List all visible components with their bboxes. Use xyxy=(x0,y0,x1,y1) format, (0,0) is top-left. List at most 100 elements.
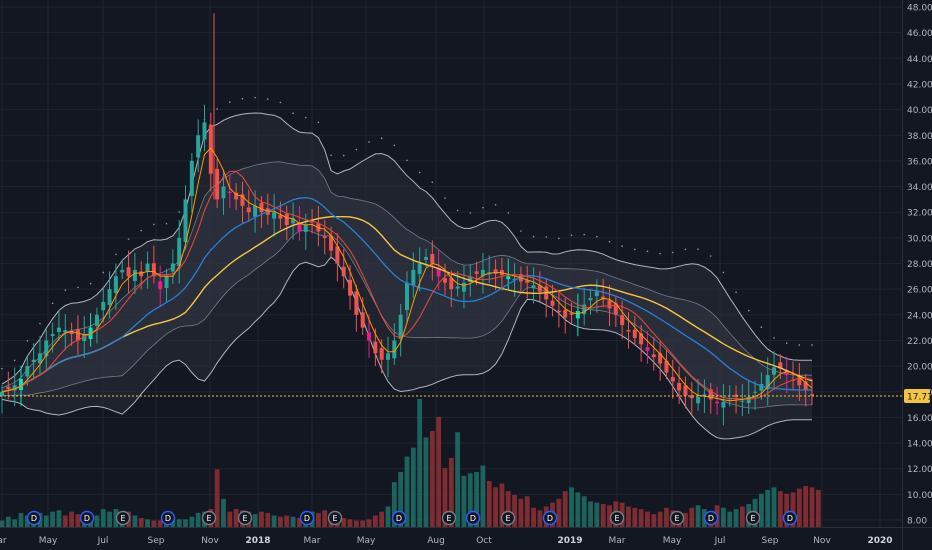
candle-body xyxy=(18,378,23,391)
volume-bar xyxy=(214,469,220,527)
candle-body xyxy=(797,377,802,386)
volume-bar xyxy=(733,509,739,527)
event-marker-label: E xyxy=(505,514,510,523)
sar-dot xyxy=(355,148,358,151)
volume-bar xyxy=(398,471,404,527)
ma-fast-orange xyxy=(1,147,813,402)
sar-dot xyxy=(532,235,535,238)
volume-bar xyxy=(56,510,62,527)
candle-body xyxy=(594,291,599,297)
sar-dot xyxy=(304,116,307,119)
volume-bar xyxy=(777,491,783,527)
candle-body xyxy=(386,353,391,360)
volume-bar xyxy=(183,519,188,527)
candle-body xyxy=(556,310,561,313)
candle-body xyxy=(164,276,169,289)
sar-dot xyxy=(26,340,29,342)
volume-bar xyxy=(683,512,688,527)
candle-body xyxy=(189,160,194,196)
event-marker-d[interactable] xyxy=(703,510,719,526)
volume-bar xyxy=(176,519,182,527)
volume-bar xyxy=(493,487,498,527)
event-marker-e[interactable] xyxy=(500,510,516,526)
event-marker-d[interactable] xyxy=(299,510,315,526)
volume-bar xyxy=(233,509,239,527)
candle-body xyxy=(0,391,4,396)
event-marker-d[interactable] xyxy=(391,510,407,526)
sar-dot xyxy=(127,238,130,240)
x-tick-label: Oct xyxy=(476,536,492,546)
sar-dot xyxy=(418,171,421,174)
sar-dot xyxy=(317,121,320,124)
volume-bar xyxy=(645,511,650,527)
event-marker-e[interactable] xyxy=(669,510,685,526)
candle-body xyxy=(689,395,694,399)
candle-body xyxy=(183,199,188,243)
candle-body xyxy=(468,276,473,283)
volume-bar xyxy=(100,509,106,527)
sar-dot xyxy=(684,248,687,251)
sar-dot xyxy=(507,212,510,214)
volume-bar xyxy=(499,483,505,527)
candle-body xyxy=(335,246,340,264)
sar-dot xyxy=(266,98,269,100)
event-marker-d[interactable] xyxy=(79,510,95,526)
volume-bar xyxy=(410,447,416,527)
lower-band xyxy=(1,256,812,440)
candle-body xyxy=(291,218,296,224)
event-marker-e[interactable] xyxy=(237,510,253,526)
sar-dot xyxy=(583,233,585,236)
ma-blue xyxy=(1,196,812,393)
sar-dot xyxy=(494,204,497,206)
volume-bar xyxy=(575,492,581,527)
event-marker-e[interactable] xyxy=(609,510,625,526)
candle-body xyxy=(151,263,156,277)
sar-dot xyxy=(406,159,408,162)
event-marker-d[interactable] xyxy=(782,510,798,526)
volume-bar xyxy=(62,515,68,527)
sar-dot xyxy=(292,112,294,115)
candle-body xyxy=(278,215,283,219)
candle-body xyxy=(405,282,409,311)
candle-body xyxy=(784,370,789,376)
event-marker-d[interactable] xyxy=(26,510,42,526)
volume-bar xyxy=(638,509,644,527)
sar-dot xyxy=(102,271,105,274)
sar-dot xyxy=(165,222,168,225)
event-marker-e[interactable] xyxy=(441,510,457,526)
event-marker-e[interactable] xyxy=(201,510,217,526)
event-marker-e[interactable] xyxy=(115,510,131,526)
y-tick-label: 38.00 xyxy=(907,132,932,142)
volume-bar xyxy=(132,515,138,527)
volume-bar xyxy=(278,516,283,527)
volume-bar xyxy=(796,488,802,527)
candle-body xyxy=(607,300,612,309)
y-tick-label: 10.00 xyxy=(907,491,932,501)
sar-dot xyxy=(254,96,256,99)
volume-bar xyxy=(556,498,562,527)
event-marker-d[interactable] xyxy=(160,510,176,526)
event-marker-label: E xyxy=(674,514,679,523)
event-marker-d[interactable] xyxy=(465,510,481,526)
x-tick-label: Nov xyxy=(813,536,831,546)
event-marker-e[interactable] xyxy=(745,510,761,526)
volume-bar xyxy=(138,518,144,527)
event-marker-d[interactable] xyxy=(542,510,558,526)
volume-bar xyxy=(75,514,81,527)
candle-body xyxy=(702,394,707,396)
volume-bar xyxy=(474,471,480,527)
candle-body xyxy=(240,194,245,206)
event-marker-e[interactable] xyxy=(327,510,343,526)
volume-bar xyxy=(259,511,264,527)
candle-body xyxy=(430,254,435,264)
candle-body xyxy=(575,310,580,319)
volume-bar xyxy=(372,515,378,527)
candle-body xyxy=(170,263,175,272)
sar-dot xyxy=(798,344,801,346)
sar-dot xyxy=(393,144,396,147)
y-tick-label: 32.00 xyxy=(907,209,932,219)
volume-bar xyxy=(689,507,695,527)
volume-bar xyxy=(531,507,536,527)
